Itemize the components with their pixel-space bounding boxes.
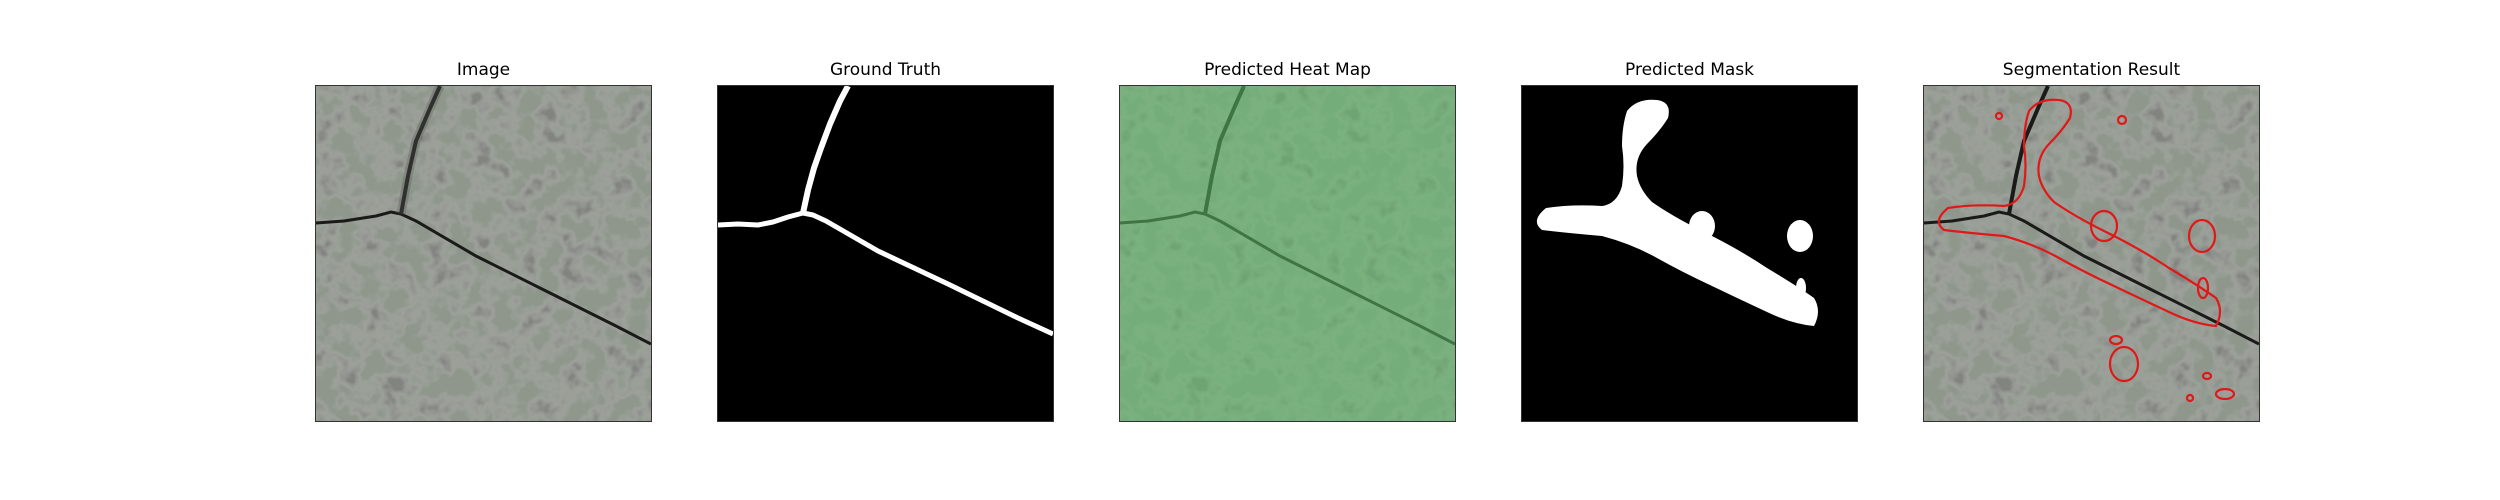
heat-map xyxy=(1120,86,1455,421)
panel-title: Image xyxy=(456,60,511,80)
segmentation-overlay xyxy=(1924,86,2259,421)
crack-line xyxy=(316,210,651,346)
segmentation-frame xyxy=(1923,85,2260,422)
heat-map-frame xyxy=(1119,85,1456,422)
contour-blob xyxy=(2187,218,2217,254)
panel-image: Image xyxy=(315,0,652,500)
gt-crack xyxy=(718,210,1053,337)
crack-line xyxy=(399,86,442,215)
contour-blob xyxy=(2201,371,2213,381)
contour-blob xyxy=(2089,209,2119,243)
rock-image xyxy=(316,86,651,421)
contour-blob xyxy=(2116,114,2128,126)
panel-title: Predicted Heat Map xyxy=(1204,60,1371,80)
heat-overlay xyxy=(1120,86,1455,421)
contour-blob xyxy=(2196,276,2210,300)
panel-heat-map: Predicted Heat Map xyxy=(1119,0,1456,500)
panel-title: Predicted Mask xyxy=(1625,60,1754,80)
predicted-mask xyxy=(1522,86,1857,421)
contour-blob xyxy=(2108,345,2140,383)
mask-blob xyxy=(1787,220,1813,252)
gt-crack xyxy=(800,86,851,214)
ground-truth-frame xyxy=(717,85,1054,422)
mask-blob xyxy=(1796,278,1806,298)
contour-main xyxy=(1937,98,2222,328)
panel-ground-truth: Ground Truth xyxy=(717,0,1054,500)
contour-blob xyxy=(2214,387,2236,401)
mask-blob xyxy=(1689,211,1715,241)
panel-title: Ground Truth xyxy=(829,60,942,80)
mask-blob xyxy=(1536,99,1818,326)
contour-blob xyxy=(2108,334,2124,346)
contour-blob xyxy=(1994,111,2004,121)
contours xyxy=(1937,98,2236,403)
panel-predicted-mask: Predicted Mask xyxy=(1521,0,1858,500)
ground-truth-mask xyxy=(718,86,1053,421)
contour-blob xyxy=(2185,393,2195,403)
panel-title: Segmentation Result xyxy=(2002,60,2181,80)
predicted-mask-frame xyxy=(1521,85,1858,422)
panel-segmentation-result: Segmentation Result xyxy=(1923,0,2260,500)
image-frame xyxy=(315,85,652,422)
